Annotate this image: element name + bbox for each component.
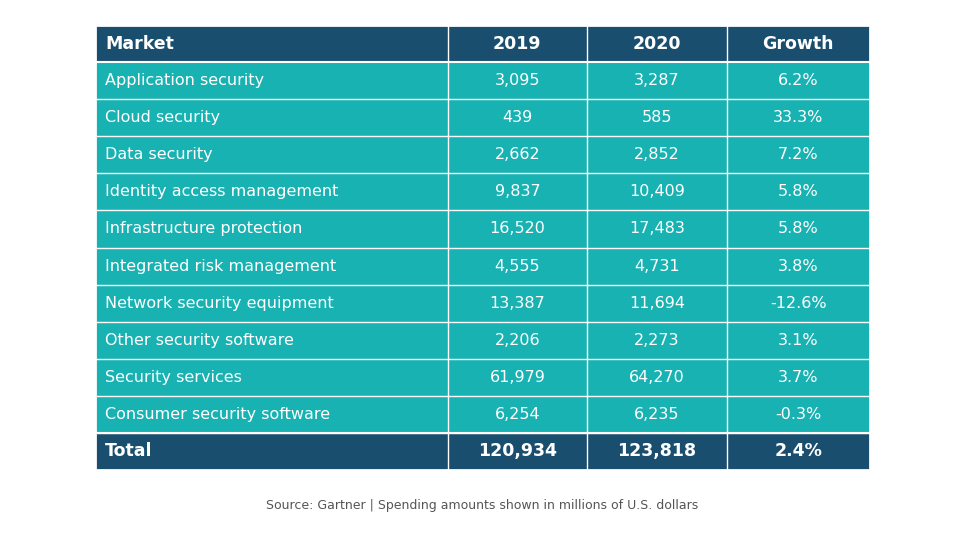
Text: Identity access management: Identity access management xyxy=(105,184,338,199)
Bar xyxy=(588,359,727,396)
Bar xyxy=(447,285,588,322)
Bar xyxy=(588,62,727,99)
Text: Consumer security software: Consumer security software xyxy=(105,407,330,422)
Bar xyxy=(727,433,870,470)
Bar xyxy=(447,359,588,396)
Text: 17,483: 17,483 xyxy=(629,221,684,236)
Bar xyxy=(95,285,447,322)
Text: Application security: Application security xyxy=(105,73,264,88)
Bar xyxy=(95,62,447,99)
Text: 2019: 2019 xyxy=(493,34,541,53)
Bar xyxy=(95,433,447,470)
Bar xyxy=(95,396,447,433)
Text: -12.6%: -12.6% xyxy=(770,296,827,311)
Bar xyxy=(727,248,870,285)
Bar xyxy=(588,433,727,470)
Text: 120,934: 120,934 xyxy=(478,442,557,460)
Bar xyxy=(447,433,588,470)
Bar xyxy=(588,136,727,173)
Bar xyxy=(727,25,870,62)
Text: 2,852: 2,852 xyxy=(634,147,680,162)
Bar xyxy=(588,211,727,248)
Bar xyxy=(95,359,447,396)
Bar xyxy=(447,25,588,62)
Text: -0.3%: -0.3% xyxy=(775,407,822,422)
Bar xyxy=(588,25,727,62)
Bar xyxy=(447,99,588,136)
Text: 2,206: 2,206 xyxy=(494,333,540,348)
Bar xyxy=(447,248,588,285)
Text: 439: 439 xyxy=(502,110,533,125)
Text: Security services: Security services xyxy=(105,370,242,385)
Text: 13,387: 13,387 xyxy=(490,296,545,311)
Bar xyxy=(727,322,870,359)
Text: 64,270: 64,270 xyxy=(629,370,684,385)
Text: 123,818: 123,818 xyxy=(617,442,696,460)
Text: 7.2%: 7.2% xyxy=(778,147,819,162)
Bar xyxy=(727,211,870,248)
Bar xyxy=(727,173,870,211)
Bar xyxy=(588,322,727,359)
Text: Other security software: Other security software xyxy=(105,333,294,348)
Text: 33.3%: 33.3% xyxy=(773,110,824,125)
Text: 5.8%: 5.8% xyxy=(778,221,819,236)
Text: Cloud security: Cloud security xyxy=(105,110,220,125)
Bar xyxy=(95,211,447,248)
Text: Growth: Growth xyxy=(762,34,834,53)
Text: 3.8%: 3.8% xyxy=(778,258,819,273)
Text: 2,662: 2,662 xyxy=(494,147,540,162)
Text: 10,409: 10,409 xyxy=(629,184,684,199)
Text: 3,095: 3,095 xyxy=(494,73,540,88)
Bar xyxy=(95,173,447,211)
Text: Total: Total xyxy=(105,442,153,460)
Bar xyxy=(447,322,588,359)
Bar xyxy=(95,99,447,136)
Bar xyxy=(95,322,447,359)
Bar xyxy=(447,211,588,248)
Bar xyxy=(95,25,447,62)
Text: 6,235: 6,235 xyxy=(635,407,680,422)
Text: 2.4%: 2.4% xyxy=(775,442,823,460)
Text: Network security equipment: Network security equipment xyxy=(105,296,334,311)
Bar xyxy=(447,62,588,99)
Text: Data security: Data security xyxy=(105,147,212,162)
Text: 4,555: 4,555 xyxy=(494,258,540,273)
Bar xyxy=(588,248,727,285)
Text: 16,520: 16,520 xyxy=(490,221,545,236)
Bar xyxy=(588,396,727,433)
Bar xyxy=(727,99,870,136)
Text: 3,287: 3,287 xyxy=(634,73,680,88)
Bar xyxy=(95,25,870,470)
Text: 61,979: 61,979 xyxy=(490,370,545,385)
Text: 4,731: 4,731 xyxy=(634,258,680,273)
Bar xyxy=(588,173,727,211)
Bar xyxy=(447,173,588,211)
Text: 6,254: 6,254 xyxy=(494,407,540,422)
Bar xyxy=(727,62,870,99)
Text: 11,694: 11,694 xyxy=(629,296,684,311)
Text: Market: Market xyxy=(105,34,174,53)
Text: 3.7%: 3.7% xyxy=(778,370,819,385)
Text: 6.2%: 6.2% xyxy=(778,73,819,88)
Bar xyxy=(588,99,727,136)
Bar xyxy=(95,248,447,285)
Text: 5.8%: 5.8% xyxy=(778,184,819,199)
Text: 2,273: 2,273 xyxy=(635,333,680,348)
Bar xyxy=(727,136,870,173)
Text: 3.1%: 3.1% xyxy=(778,333,819,348)
Text: Integrated risk management: Integrated risk management xyxy=(105,258,336,273)
Text: Source: Gartner | Spending amounts shown in millions of U.S. dollars: Source: Gartner | Spending amounts shown… xyxy=(266,498,699,511)
Text: 2020: 2020 xyxy=(633,34,682,53)
Bar xyxy=(95,136,447,173)
Bar xyxy=(447,396,588,433)
Bar xyxy=(727,285,870,322)
Bar xyxy=(588,285,727,322)
Bar xyxy=(727,359,870,396)
Bar xyxy=(727,396,870,433)
Text: 585: 585 xyxy=(641,110,672,125)
Bar xyxy=(447,136,588,173)
Text: 9,837: 9,837 xyxy=(494,184,540,199)
Text: Infrastructure protection: Infrastructure protection xyxy=(105,221,302,236)
